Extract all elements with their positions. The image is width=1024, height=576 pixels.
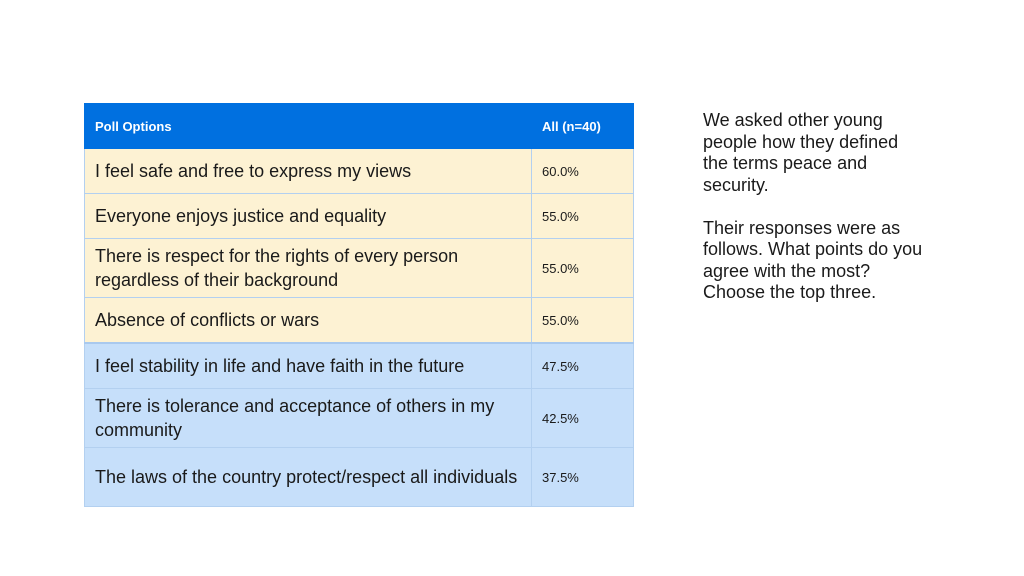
row-percentage: 55.0%: [531, 297, 634, 344]
table-row: The laws of the country protect/respect …: [84, 447, 634, 507]
row-option: Everyone enjoys justice and equality: [84, 193, 532, 239]
row-percentage: 37.5%: [531, 447, 634, 507]
row-percentage: 47.5%: [531, 342, 634, 389]
table-row: I feel safe and free to express my views…: [84, 148, 634, 194]
header-all-n: All (n=40): [531, 103, 634, 149]
table-row: There is respect for the rights of every…: [84, 238, 634, 298]
side-text: We asked other young people how they def…: [703, 110, 928, 304]
row-percentage: 42.5%: [531, 388, 634, 448]
table-row: Absence of conflicts or wars 55.0%: [84, 297, 634, 344]
table-row: There is tolerance and acceptance of oth…: [84, 388, 634, 448]
intro-paragraph: We asked other young people how they def…: [703, 110, 899, 195]
table-row: I feel stability in life and have faith …: [84, 342, 634, 389]
question-paragraph: Their responses were as follows. What po…: [703, 217, 923, 303]
row-percentage: 60.0%: [531, 148, 634, 194]
table-header-row: Poll Options All (n=40): [84, 103, 634, 149]
row-option: There is tolerance and acceptance of oth…: [84, 388, 532, 448]
row-percentage: 55.0%: [531, 193, 634, 239]
row-option: The laws of the country protect/respect …: [84, 447, 532, 507]
table-row: Everyone enjoys justice and equality 55.…: [84, 193, 634, 239]
row-option: There is respect for the rights of every…: [84, 238, 532, 298]
row-option: I feel stability in life and have faith …: [84, 342, 532, 389]
row-option: I feel safe and free to express my views: [84, 148, 532, 194]
row-percentage: 55.0%: [531, 238, 634, 298]
row-option: Absence of conflicts or wars: [84, 297, 532, 344]
header-poll-options: Poll Options: [84, 103, 532, 149]
poll-table: Poll Options All (n=40) I feel safe and …: [84, 103, 634, 507]
